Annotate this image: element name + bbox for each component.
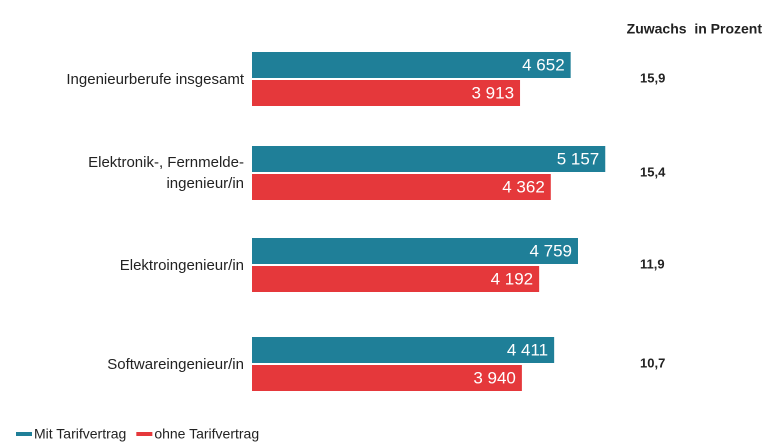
value-label: 4 652: [522, 55, 565, 74]
value-label: 3 913: [471, 83, 514, 102]
growth-value: 10,7: [640, 355, 665, 370]
category-label: Elektroingenieur/in: [4, 255, 244, 276]
value-label: 4 362: [502, 177, 545, 196]
value-label: 4 411: [507, 340, 548, 359]
growth-value: 15,4: [640, 164, 666, 179]
legend-swatch: [16, 432, 32, 436]
category-label: Ingenieurberufe insgesamt: [4, 69, 244, 90]
value-label: 4 759: [529, 241, 572, 260]
growth-value: 15,9: [640, 70, 665, 85]
legend-swatch: [136, 432, 152, 436]
growth-title: Zuwachs in Prozent: [627, 21, 763, 37]
value-label: 5 157: [557, 149, 600, 168]
legend-label: ohne Tarifvertrag: [154, 426, 259, 442]
chart: Zuwachs in Prozent 4 652 3 913 15,9 5 157 4 …: [0, 0, 764, 443]
bar: [252, 146, 605, 172]
value-label: 4 192: [491, 269, 534, 288]
category-label: Softwareingenieur/in: [4, 354, 244, 375]
category-label: Elektronik-, Fernmelde- ingenieur/in: [4, 152, 244, 194]
growth-value: 11,9: [640, 256, 665, 271]
chart-svg: Zuwachs in Prozent 4 652 3 913 15,9 5 157 4 …: [0, 0, 764, 443]
value-label: 3 940: [473, 368, 516, 387]
legend-label: Mit Tarifvertrag: [34, 426, 126, 442]
